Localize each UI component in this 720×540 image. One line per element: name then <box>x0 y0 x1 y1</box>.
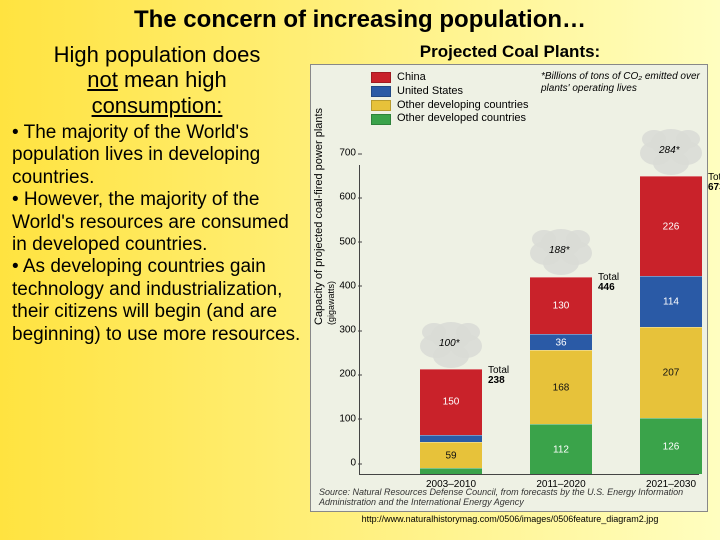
bar-segment-label: 207 <box>640 367 702 378</box>
slide-root: The concern of increasing population… Hi… <box>0 0 720 540</box>
bar-segment: 126 <box>640 418 702 474</box>
bar-segment <box>420 435 482 442</box>
legend-swatch <box>371 72 391 83</box>
y-tick: 100 <box>326 413 356 424</box>
bar-segment-label: 36 <box>530 337 592 348</box>
bar-segment-label: 150 <box>420 397 482 408</box>
bullet-list: • The majority of the World's population… <box>12 122 302 346</box>
bar-segment: 36 <box>530 334 592 350</box>
y-tick: 200 <box>326 369 356 380</box>
subhead-line1: High population does <box>54 42 261 67</box>
bar-segment: 59 <box>420 442 482 468</box>
legend-swatch <box>371 86 391 97</box>
period-total-label: Total446 <box>598 273 619 293</box>
period-total-label: Total673 <box>708 173 720 193</box>
legend-item: Other developed countries <box>371 112 528 126</box>
legend-swatch <box>371 100 391 111</box>
bar-segment-label: 59 <box>420 450 482 461</box>
bar-segment-label: 126 <box>640 441 702 452</box>
bar-segment: 207 <box>640 327 702 419</box>
y-tick: 700 <box>326 148 356 159</box>
bar-segment-label: 226 <box>640 221 702 232</box>
y-tick: 0 <box>326 458 356 469</box>
chart-plot-area: 0100200300400500600700591502003–2010100*… <box>359 165 699 475</box>
subhead-not: not <box>87 67 118 92</box>
y-tick: 300 <box>326 325 356 336</box>
bar-segment: 150 <box>420 369 482 435</box>
bar-segment: 114 <box>640 276 702 326</box>
bar-segment-label: 130 <box>530 300 592 311</box>
y-axis-label: Capacity of projected coal-fired power p… <box>313 108 337 325</box>
chart-source: Source: Natural Resources Defense Counci… <box>319 487 707 507</box>
legend-item: Other developing countries <box>371 99 528 113</box>
bar-segment-label: 112 <box>530 444 592 455</box>
legend-label: Other developing countries <box>397 99 528 113</box>
smoke-value-label: 100* <box>439 338 460 349</box>
bullet-item: • However, the majority of the World's r… <box>12 189 302 256</box>
subhead-line3: consumption: <box>92 93 223 118</box>
bar-segment: 226 <box>640 176 702 276</box>
left-column: High population does not mean high consu… <box>12 42 302 346</box>
legend-item: United States <box>371 85 528 99</box>
stacked-bar: 112 168 36 130 <box>530 277 592 474</box>
bullet-item: • As developing countries gain technolog… <box>12 256 302 346</box>
subheading: High population does not mean high consu… <box>12 42 302 118</box>
stacked-bar: 59 150 <box>420 369 482 474</box>
chart-card: ChinaUnited StatesOther developing count… <box>310 64 708 512</box>
bar-segment-label: 168 <box>530 382 592 393</box>
legend-label: Other developed countries <box>397 112 526 126</box>
legend-item: China <box>371 71 528 85</box>
legend-swatch <box>371 114 391 125</box>
y-axis-label-main: Capacity of projected coal-fired power p… <box>313 108 325 325</box>
chart-panel: Projected Coal Plants: ChinaUnited State… <box>310 42 710 530</box>
legend-label: China <box>397 71 426 85</box>
chart-legend: ChinaUnited StatesOther developing count… <box>371 71 528 126</box>
y-tick: 600 <box>326 192 356 203</box>
bar-segment: 130 <box>530 277 592 335</box>
bar-segment: 168 <box>530 350 592 424</box>
bar-segment-label: 114 <box>640 296 702 307</box>
smoke-value-label: 188* <box>549 245 570 256</box>
stacked-bar: 126 207 114 226 <box>640 176 702 474</box>
bullet-item: • The majority of the World's population… <box>12 122 302 189</box>
period-total-label: Total238 <box>488 366 509 386</box>
bar-segment: 112 <box>530 424 592 474</box>
chart-url: http://www.naturalhistorymag.com/0506/im… <box>310 514 710 524</box>
legend-label: United States <box>397 85 463 99</box>
y-tick: 500 <box>326 236 356 247</box>
y-tick: 400 <box>326 280 356 291</box>
page-title: The concern of increasing population… <box>0 6 720 34</box>
smoke-value-label: 284* <box>659 145 680 156</box>
chart-title: Projected Coal Plants: <box>310 42 710 62</box>
chart-footnote: *Billions of tons of CO₂ emitted over pl… <box>541 71 701 94</box>
bar-segment <box>420 468 482 474</box>
subhead-line2rest: mean high <box>118 67 227 92</box>
